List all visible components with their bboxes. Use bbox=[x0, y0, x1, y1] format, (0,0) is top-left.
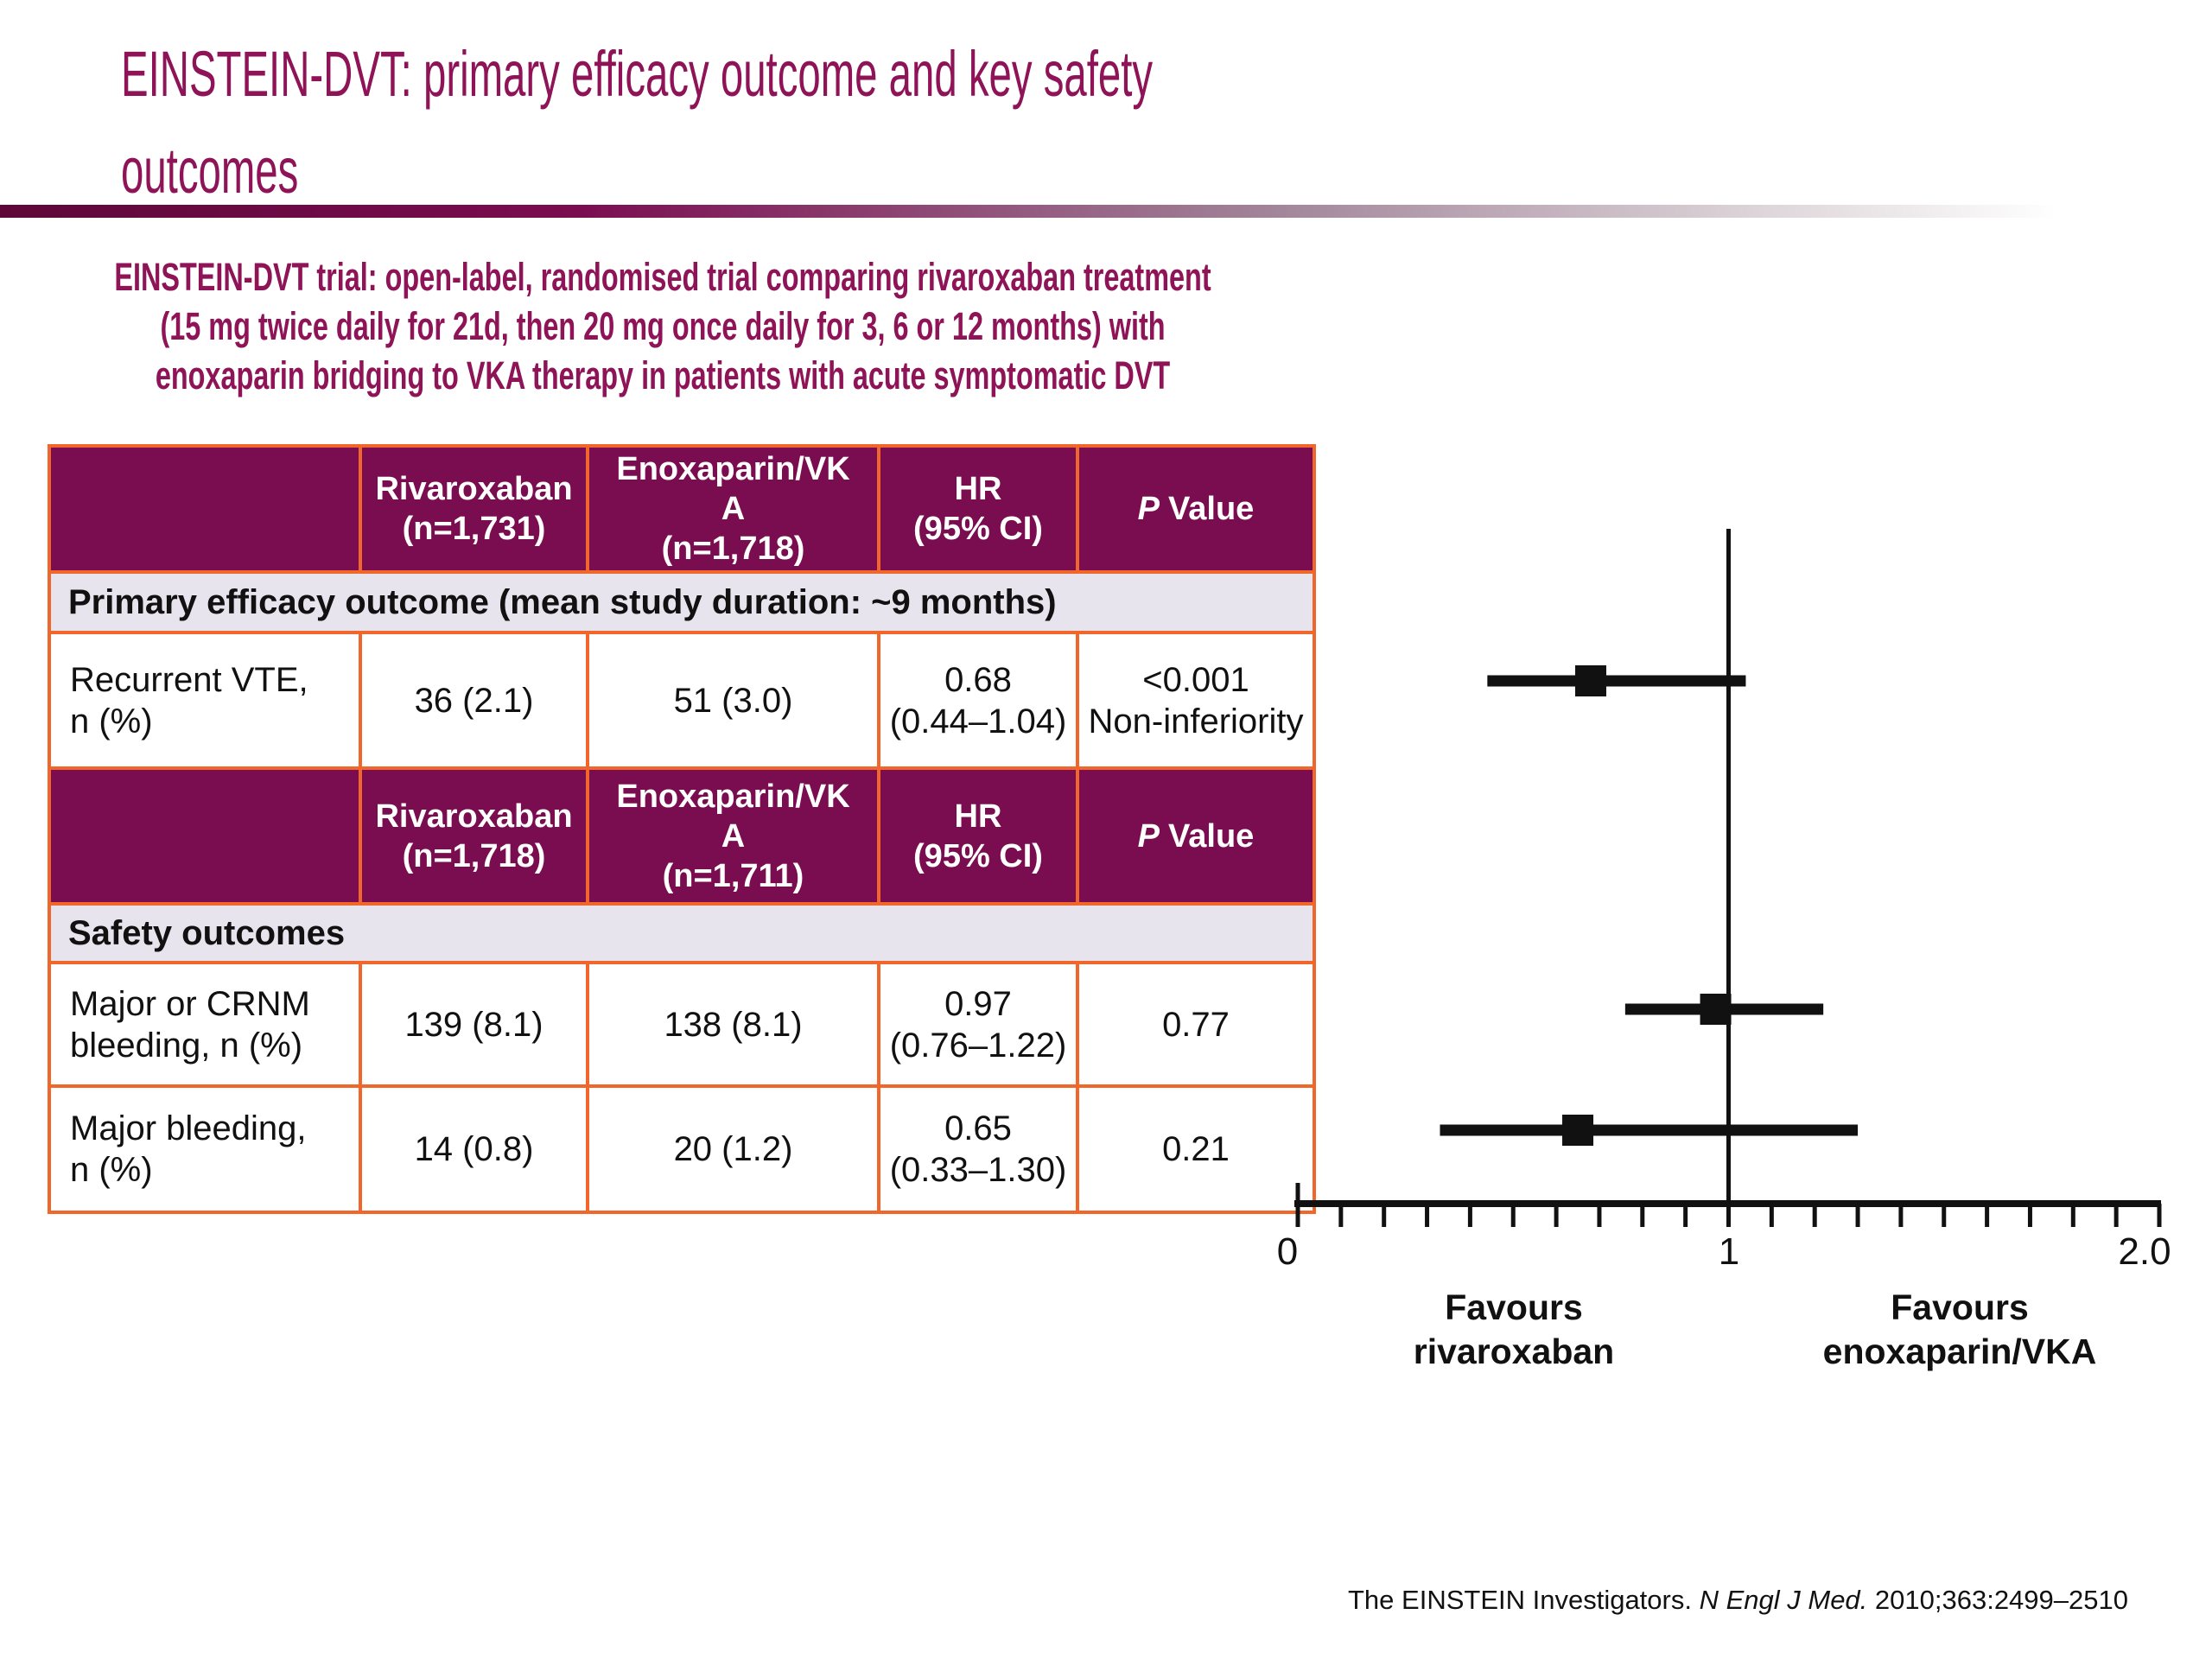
point-estimate-marker bbox=[1574, 665, 1606, 696]
pvalue-cell: 0.21 bbox=[1162, 1130, 1230, 1168]
section-row-safety: Safety outcomes bbox=[51, 906, 1313, 964]
hr-cell: 0.68 (0.44–1.04) bbox=[880, 634, 1079, 770]
p-italic: P bbox=[1137, 491, 1160, 527]
outcomes-table: Rivaroxaban (n=1,731) Enoxaparin/VK A (n… bbox=[48, 444, 1316, 1214]
header-cell-enoxaparin: Enoxaparin/VK A (n=1,711) bbox=[589, 770, 880, 906]
axis-tick-label-1: 1 bbox=[1718, 1230, 1740, 1273]
footer-citation: The EINSTEIN Investigators. N Engl J Med… bbox=[1348, 1585, 2128, 1616]
p-word: Value bbox=[1168, 817, 1255, 855]
row-label-crnm-bleeding: Major or CRNM bleeding, n (%) bbox=[51, 964, 362, 1088]
header-cell-hr: HR (95% CI) bbox=[880, 770, 1079, 906]
hr-cell: 0.97 (0.76–1.22) bbox=[880, 964, 1079, 1088]
axis-tick-label-2: 2.0 bbox=[2118, 1230, 2171, 1273]
header-cell-pvalue: P Value bbox=[1079, 770, 1313, 906]
value-cell: 14 (0.8) bbox=[362, 1088, 589, 1211]
p-word: Value bbox=[1168, 491, 1255, 527]
value-cell: 20 (1.2) bbox=[589, 1088, 880, 1211]
header-cell-pvalue: P Value bbox=[1079, 448, 1313, 574]
point-estimate-marker bbox=[1562, 1115, 1594, 1146]
pvalue-cell: 0.77 bbox=[1079, 964, 1313, 1088]
hr-cell: 0.65 (0.33–1.30) bbox=[880, 1088, 1079, 1211]
row-label-major-bleeding: Major bleeding, n (%) bbox=[51, 1088, 362, 1211]
section-row-efficacy: Primary efficacy outcome (mean study dur… bbox=[51, 574, 1313, 634]
point-estimate-marker bbox=[1700, 994, 1732, 1025]
header-cell-rivaroxaban: Rivaroxaban (n=1,718) bbox=[362, 770, 589, 906]
header-blank-cell bbox=[51, 448, 362, 574]
pvalue-cell: <0.001 Non-inferiority bbox=[1079, 634, 1313, 770]
citation-authors: The EINSTEIN Investigators. bbox=[1348, 1585, 1700, 1615]
p-italic: P bbox=[1137, 817, 1160, 855]
citation-journal: N Engl J Med. bbox=[1699, 1585, 1868, 1615]
value-cell: 139 (8.1) bbox=[362, 964, 589, 1088]
axis-tick-label-0: 0 bbox=[1276, 1230, 1299, 1273]
study-description: EINSTEIN-DVT trial: open-label, randomis… bbox=[114, 255, 1211, 397]
value-cell: 36 (2.1) bbox=[362, 634, 589, 770]
header-cell-enoxaparin: Enoxaparin/VK A (n=1,718) bbox=[589, 448, 880, 574]
citation-reference: 2010;363:2499–2510 bbox=[1867, 1585, 2128, 1615]
header-cell-hr: HR (95% CI) bbox=[880, 448, 1079, 574]
header-blank-cell bbox=[51, 770, 362, 906]
title-divider bbox=[0, 205, 2056, 218]
value-cell: 51 (3.0) bbox=[589, 634, 880, 770]
favours-enoxaparin-label: Favours enoxaparin/VKA bbox=[1822, 1287, 2097, 1371]
row-label-recurrent-vte: Recurrent VTE, n (%) bbox=[51, 634, 362, 770]
header-cell-rivaroxaban: Rivaroxaban (n=1,731) bbox=[362, 448, 589, 574]
page-title: EINSTEIN-DVT: primary efficacy outcome a… bbox=[121, 38, 1154, 207]
favours-rivaroxaban-label: Favours rivaroxaban bbox=[1413, 1287, 1615, 1371]
value-cell: 138 (8.1) bbox=[589, 964, 880, 1088]
